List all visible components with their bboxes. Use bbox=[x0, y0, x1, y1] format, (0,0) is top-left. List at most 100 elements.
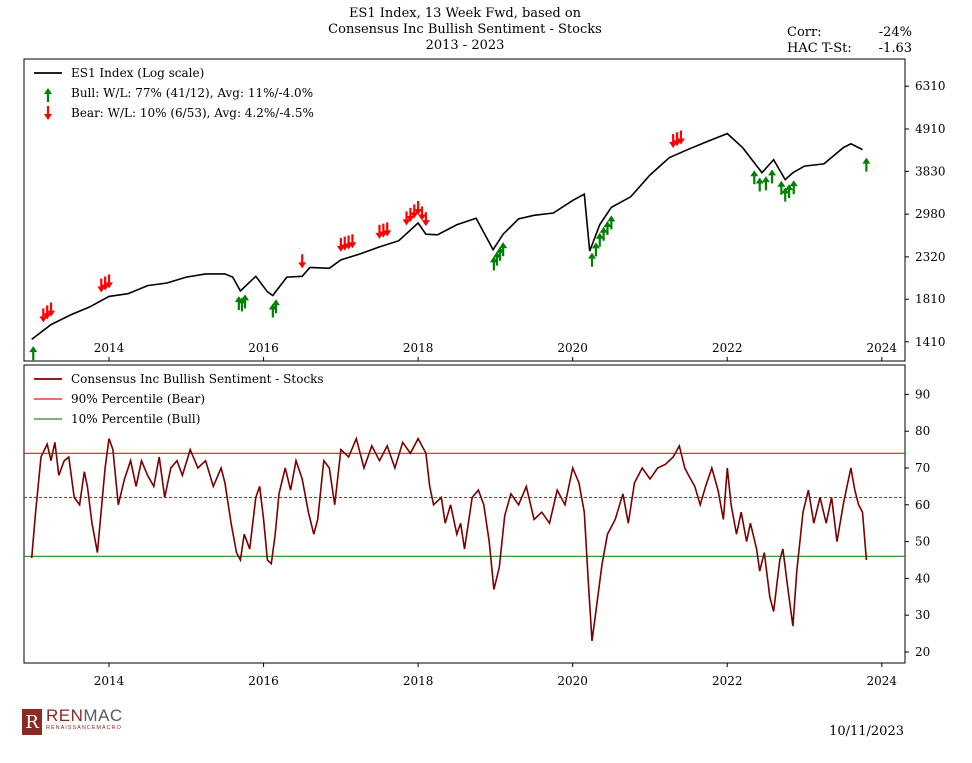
corr-label: Corr: bbox=[787, 25, 822, 40]
bull-signal-arrow-head bbox=[499, 242, 508, 249]
bear-signal-arrow-head bbox=[105, 282, 114, 289]
renmac-logo: R RENMAC RENAISSANCEMACRO bbox=[22, 706, 123, 736]
bull-signal-arrow bbox=[499, 242, 508, 257]
bull-signal-arrow-head bbox=[591, 242, 600, 249]
sentiment-line bbox=[30, 436, 868, 642]
bear-signal-arrow bbox=[97, 278, 106, 293]
bear-signal-arrow bbox=[105, 274, 114, 289]
sentiment-ytick-label: 20 bbox=[915, 645, 930, 659]
bear-signal-arrow-head bbox=[417, 214, 426, 221]
bull-signal-arrow-head bbox=[271, 299, 280, 306]
bull-signal-arrow bbox=[777, 180, 786, 195]
bear-signal-arrow-head bbox=[47, 310, 56, 317]
bull-signal-arrow bbox=[29, 346, 38, 361]
legend-bull-arrow-head bbox=[44, 88, 52, 94]
sentiment-xtick-label: 2024 bbox=[867, 674, 898, 688]
title-line-1: ES1 Index, 13 Week Fwd, based on bbox=[348, 6, 582, 21]
bull-signal-arrow bbox=[761, 176, 770, 191]
bull-signal-arrow-head bbox=[750, 170, 759, 177]
sentiment-ytick-label: 50 bbox=[915, 535, 930, 549]
bull-signal-arrow bbox=[591, 242, 600, 257]
title-line-3: 2013 - 2023 bbox=[425, 38, 505, 53]
bear-signal-arrow-head bbox=[421, 220, 430, 227]
price-ytick-label: 1410 bbox=[915, 335, 946, 349]
bull-signal-arrow-head bbox=[781, 187, 790, 194]
bear-signal-arrow bbox=[676, 130, 685, 145]
bull-signal-arrow-head bbox=[768, 169, 777, 176]
bull-signal-arrow-head bbox=[595, 232, 604, 239]
bull-signal-arrow-head bbox=[862, 157, 871, 164]
bull-signal-arrow bbox=[768, 169, 777, 184]
price-signals bbox=[29, 130, 871, 361]
sentiment-panel: 20 30 40 50 60 70 80 90 2014 2016 2018 2020 2022 2024… bbox=[23, 364, 931, 688]
bull-signal-arrow-head bbox=[29, 346, 38, 353]
bear-signal-arrow bbox=[348, 234, 357, 249]
sentiment-ytick-label: 90 bbox=[915, 387, 930, 401]
footer-date: 10/11/2023 bbox=[829, 724, 904, 739]
chart-title: ES1 Index, 13 Week Fwd, based on Consens… bbox=[250, 6, 680, 54]
stats-box: Corr: -24% HAC T-St: -1.63 bbox=[787, 25, 912, 57]
tstat-value: -1.63 bbox=[878, 41, 912, 56]
price-xtick-label: 2020 bbox=[557, 341, 588, 355]
bear-signal-arrow-head bbox=[101, 284, 110, 291]
bear-signal-arrow bbox=[43, 305, 52, 320]
tstat-row: HAC T-St: -1.63 bbox=[787, 41, 912, 57]
price-ytick-label: 6310 bbox=[915, 79, 946, 93]
bear-signal-arrow bbox=[298, 254, 307, 269]
bear-signal-arrow bbox=[421, 212, 430, 227]
price-xtick-label: 2014 bbox=[94, 341, 125, 355]
price-legend-label: Bull: W/L: 77% (41/12), Avg: 11%/-4.0% bbox=[71, 86, 313, 100]
legend-bear-arrow bbox=[44, 106, 52, 120]
price-xtick-label: 2016 bbox=[248, 341, 279, 355]
sentiment-legend: Consensus Inc Bullish Sentiment - Stocks… bbox=[34, 372, 324, 426]
bear-signal-arrow-head bbox=[348, 242, 357, 249]
sentiment-xtick-label: 2022 bbox=[712, 674, 743, 688]
price-axis: 1410 1810 2320 2980 3830 4910 6310 2014 2016 2018… bbox=[94, 79, 946, 361]
logo-mark: R bbox=[22, 709, 42, 735]
logo-subtitle: RENAISSANCEMACRO bbox=[46, 725, 122, 731]
bear-signal-arrow bbox=[47, 302, 56, 317]
bear-signal-arrow bbox=[402, 211, 411, 226]
bear-signal-arrow-head bbox=[383, 230, 392, 237]
bull-signal-arrow bbox=[607, 215, 616, 230]
sentiment-xtick-label: 2014 bbox=[94, 674, 125, 688]
sentiment-ytick-label: 30 bbox=[915, 608, 930, 622]
price-ytick-label: 4910 bbox=[915, 122, 946, 136]
sentiment-legend-label: 90% Percentile (Bear) bbox=[71, 392, 205, 406]
price-ytick-label: 3830 bbox=[915, 164, 946, 178]
title-line-2: Consensus Inc Bullish Sentiment - Stocks bbox=[328, 22, 602, 37]
sentiment-legend-label: 10% Percentile (Bull) bbox=[71, 412, 200, 426]
bull-signal-arrow-head bbox=[607, 215, 616, 222]
bull-signal-arrow bbox=[755, 177, 764, 192]
sentiment-xtick-label: 2020 bbox=[557, 674, 588, 688]
bear-signal-arrow bbox=[417, 206, 426, 221]
bull-signal-arrow bbox=[750, 170, 759, 185]
sentiment-xtick-label: 2018 bbox=[403, 674, 434, 688]
sentiment-xtick-label: 2016 bbox=[248, 674, 279, 688]
price-line bbox=[31, 132, 863, 341]
bear-signal-arrow bbox=[39, 308, 48, 323]
sentiment-legend-label: Consensus Inc Bullish Sentiment - Stocks bbox=[71, 372, 324, 386]
bull-signal-arrow-head bbox=[241, 294, 250, 301]
bear-signal-arrow-head bbox=[298, 262, 307, 269]
bull-signal-arrow bbox=[595, 232, 604, 247]
bear-signal-arrow bbox=[406, 207, 415, 222]
price-panel: 1410 1810 2320 2980 3830 4910 6310 2014 2016 2018… bbox=[23, 58, 946, 362]
bull-signal-arrow-head bbox=[588, 252, 597, 259]
bear-signal-arrow-head bbox=[406, 215, 415, 222]
sentiment-ytick-label: 60 bbox=[915, 498, 930, 512]
corr-value: -24% bbox=[878, 25, 912, 40]
bull-signal-arrow bbox=[862, 157, 871, 172]
bull-signal-arrow bbox=[241, 294, 250, 309]
price-ytick-label: 2320 bbox=[915, 250, 946, 264]
bull-signal-arrow-head bbox=[789, 180, 798, 187]
logo-name-a: REN bbox=[46, 706, 84, 725]
bear-signal-arrow-head bbox=[414, 208, 423, 215]
bear-signal-arrow-head bbox=[402, 219, 411, 226]
sentiment-axis: 20 30 40 50 60 70 80 90 2014 2016 2018 2020 2022 2024 bbox=[94, 387, 931, 688]
price-legend-label: Bear: W/L: 10% (6/53), Avg: 4.2%/-4.5% bbox=[71, 106, 314, 120]
bull-signal-arrow bbox=[785, 184, 794, 199]
sentiment-ytick-label: 80 bbox=[915, 424, 930, 438]
bull-signal-arrow bbox=[789, 180, 798, 195]
